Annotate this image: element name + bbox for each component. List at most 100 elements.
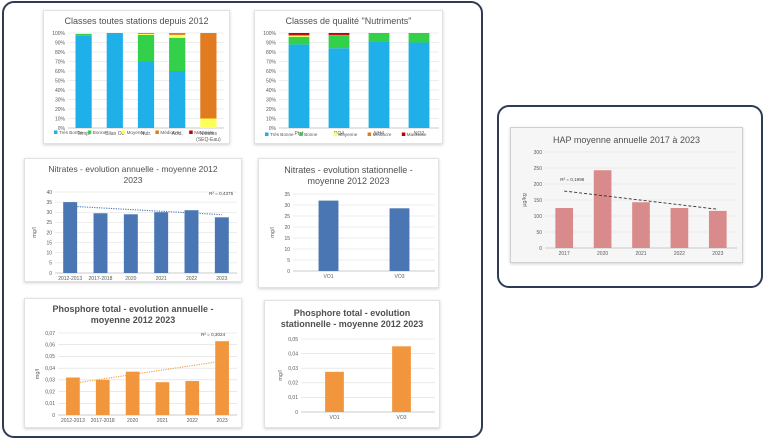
y-tick-label: 25 (284, 214, 290, 220)
bar-segment (408, 42, 430, 128)
x-tick-label: 2023 (216, 276, 227, 282)
legend-label: Moyenne (338, 132, 357, 137)
y-tick-label: 60% (55, 69, 66, 75)
x-tick-label: 2022 (674, 251, 685, 257)
x-tick-label: 2020 (127, 418, 138, 424)
y-tick-label: 0,07 (45, 331, 55, 337)
y-tick-label: 0,03 (45, 378, 55, 384)
y-tick-label: 30 (284, 203, 290, 209)
bar-segment (169, 34, 186, 38)
y-tick-label: 90% (55, 40, 66, 46)
x-tick-label: VO3 (394, 274, 404, 280)
y-tick-label: 70% (55, 59, 66, 65)
y-tick-label: 0,04 (288, 351, 298, 357)
chart-title: Phosphore total - evolution stationnelle… (280, 308, 424, 329)
y-tick-label: 0,03 (288, 366, 298, 372)
bar-segment (137, 61, 155, 128)
trend-line (70, 205, 222, 216)
bar-segment (368, 33, 390, 42)
legend-swatch (87, 130, 92, 134)
y-axis-label: mg/l (35, 369, 41, 379)
bar-segment (328, 33, 350, 35)
r-squared-label: R² = 0,1996 (560, 177, 585, 182)
bar-segment (288, 35, 310, 37)
legend-label: Mauvaise (407, 132, 427, 137)
bar (123, 214, 138, 273)
y-tick-label: 0,04 (45, 366, 55, 372)
bar-segment (288, 36, 310, 45)
chart-svg: 0 50 100 150 200 250 300 µg/kg 2017 2020 2021 2022 2… (522, 150, 737, 257)
y-tick-label: 40% (266, 88, 277, 94)
bar-segment (288, 44, 310, 128)
legend-swatch (367, 132, 372, 136)
y-tick-label: 20 (284, 225, 290, 231)
x-tick-label: VO1 (323, 274, 333, 280)
y-tick-label: 50% (266, 78, 277, 84)
chart-title: Phosphore total - evolution annuelle - m… (52, 304, 214, 325)
bar (154, 212, 169, 273)
chart-svg: 0 5 10 15 20 25 30 35 40 mg/l 2012-2013 2017-2018 20… (32, 190, 237, 282)
r-squared-label: R² = 0,4375 (209, 191, 234, 196)
y-tick-label: 200 (534, 182, 543, 188)
bar-segment (137, 33, 155, 35)
y-tick-label: 100 (534, 214, 543, 220)
legend-swatch (333, 132, 337, 136)
bar-segment (137, 34, 155, 62)
x-tick-label: 2017-2018 (91, 418, 115, 424)
bar (593, 170, 612, 248)
y-tick-label: 40 (46, 190, 52, 196)
y-axis-label: mg/l (278, 370, 284, 380)
legend-label: Moyenne (127, 130, 146, 135)
chart-panel-phosphore-annuel: Phosphore total - evolution annuelle - m… (24, 298, 242, 428)
x-tick-label: 2021 (157, 418, 168, 424)
y-tick-label: 5 (49, 261, 52, 267)
x-tick-label: Bilan O2 (105, 131, 124, 137)
y-tick-label: 300 (534, 150, 543, 156)
y-tick-label: 5 (287, 258, 290, 264)
y-tick-label: 100% (263, 31, 276, 37)
bar-segment (200, 118, 217, 128)
y-tick-label: 10 (46, 251, 52, 257)
trend-line (564, 190, 718, 210)
r-squared-label: R² = 0,3024 (201, 332, 226, 337)
legend-label: Très Bonne (270, 132, 294, 137)
x-tick-label: NH4 (374, 131, 384, 137)
y-tick-label: 0 (295, 410, 298, 416)
y-tick-label: 20% (55, 107, 66, 113)
y-tick-label: 30 (46, 210, 52, 216)
bar-segment (288, 33, 310, 35)
x-tick-label: VO1 (329, 415, 339, 421)
chart-svg: 0 5 10 15 20 25 30 35 mg/l VO1 VO3 (270, 192, 435, 280)
chart-panel-classes-nutriments: Classes de qualité "Nutriments" 0% 10% 20%… (254, 10, 443, 144)
bar (155, 382, 170, 415)
y-tick-label: 80% (55, 50, 66, 56)
y-tick-label: 10 (284, 247, 290, 253)
y-tick-label: 0 (52, 413, 55, 419)
legend-label: Très Bonne (59, 130, 83, 135)
y-tick-label: 15 (284, 236, 290, 242)
bar-segment (408, 33, 430, 43)
bar-segment (288, 34, 310, 36)
chart-panel-classes-stations: Classes toutes stations depuis 2012 0% 10… (43, 10, 230, 144)
x-tick-label: 2023 (217, 418, 228, 424)
chart-panel-hap: HAP moyenne annuelle 2017 à 2023 0 50 100 1… (510, 127, 743, 263)
legend-swatch (121, 130, 126, 134)
y-tick-label: 10% (55, 116, 66, 122)
bar (66, 377, 80, 415)
bar-segment (75, 33, 92, 34)
bar-segment (169, 33, 186, 35)
y-tick-label: 100% (52, 31, 65, 37)
y-tick-label: 20 (46, 230, 52, 236)
y-tick-label: 0,06 (45, 343, 55, 349)
y-tick-label: 0 (49, 271, 52, 277)
x-tick-label: 2020 (125, 276, 136, 282)
chart-panel-nitrates-station: Nitrates - evolution stationnelle - moye… (258, 158, 439, 288)
bar (325, 371, 344, 412)
y-tick-label: 50 (536, 230, 542, 236)
bar (63, 202, 78, 273)
y-tick-label: 0,05 (288, 337, 298, 343)
bar (389, 208, 410, 271)
y-tick-label: 0,02 (45, 389, 55, 395)
y-tick-label: 10% (266, 116, 277, 122)
x-tick-label: 2017 (559, 251, 570, 257)
